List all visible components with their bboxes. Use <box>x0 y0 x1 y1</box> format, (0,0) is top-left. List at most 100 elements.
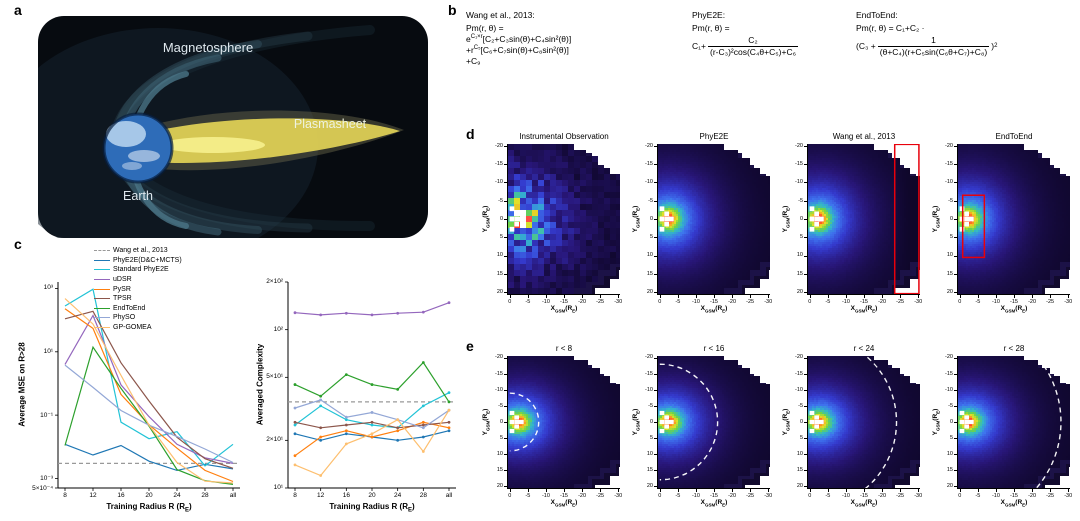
axis-label-part: GSM <box>485 217 491 228</box>
y-tick-label: 15 <box>796 270 803 277</box>
plasmasheet-label: Plasmasheet <box>294 117 367 131</box>
y-tick-mark <box>954 255 957 257</box>
axis-label-text: XGSM(RE) <box>701 499 728 507</box>
x-tick-label: -30 <box>614 299 623 305</box>
series-marker <box>319 435 323 439</box>
y-tick-mark <box>504 182 507 184</box>
eq-part: [C₂+C₃sin(θ)+C₄sin²(θ)] <box>482 34 572 45</box>
series-physo <box>64 364 234 464</box>
panel-label-b: b <box>448 2 457 18</box>
x-axis-label: XGSM(RE) <box>658 499 770 507</box>
series-marker <box>447 429 451 433</box>
y-tick-mark <box>804 470 807 472</box>
x-axis-spine <box>807 488 920 489</box>
series-marker <box>421 361 425 364</box>
x-axis-label: XGSM(RE) <box>508 499 620 507</box>
panel-label-d: d <box>466 126 475 142</box>
legend-label: PySR <box>113 285 131 293</box>
y-tick-label: 20 <box>796 483 803 490</box>
axis-label-part: X <box>1000 305 1006 312</box>
y-tick-mark <box>804 357 807 359</box>
x-axis-label-part: ) <box>412 502 415 511</box>
series-marker <box>319 313 323 317</box>
series-marker <box>421 420 425 424</box>
axis-label-part: ) <box>575 499 578 506</box>
plasmasheet-core <box>161 137 265 153</box>
equation-endtoend: EndToEnd: Pm(r, θ) = C₁+C₂ · (C₃ + 1 (θ+… <box>856 10 997 58</box>
y-tick-label: -5 <box>798 197 803 204</box>
series-gp-gomea <box>64 298 234 484</box>
legend-label: GP-GOMEA <box>113 324 152 332</box>
equation-title: PhyE2E: <box>692 10 726 20</box>
x-tick-mark <box>714 489 715 492</box>
x-tick-mark <box>1068 295 1070 298</box>
y-tick-label: -5 <box>948 402 953 409</box>
x-tick-label: -5 <box>675 299 681 305</box>
heatmap-canvas <box>658 144 770 294</box>
heatmap-row-d: Instrumental Observation -20 -15 -10 -5 0 5 10 1… <box>478 132 1080 332</box>
y-tick-label: 10² <box>273 325 283 333</box>
x-tick-mark <box>714 295 715 298</box>
x-tick-mark <box>618 295 620 298</box>
series-marker <box>319 438 323 442</box>
x-axis-spine <box>507 488 620 489</box>
series-marker <box>370 411 374 414</box>
axis-label-part: Y <box>782 430 789 436</box>
x-tick-mark <box>768 295 770 298</box>
y-tick-mark <box>504 389 507 391</box>
series-marker <box>344 432 348 436</box>
series-marker <box>293 463 297 467</box>
y-tick-mark <box>804 373 807 375</box>
x-axis-label-part: ) <box>189 502 192 511</box>
series-marker <box>396 438 400 442</box>
axis-label-part: (R <box>932 413 939 421</box>
x-axis-label: Training Radius R (RE) <box>288 502 456 514</box>
y-tick-label: 5 <box>649 434 653 441</box>
y-tick-mark <box>804 273 807 275</box>
axis-label-part: E <box>785 410 791 414</box>
axis-label-part: E <box>872 502 876 508</box>
x-tick-label: 0 <box>508 493 512 499</box>
x-axis-spine <box>957 488 1070 489</box>
y-tick-label: 10 <box>496 252 503 259</box>
x-tick-label: 8 <box>63 492 67 499</box>
series-marker <box>344 311 348 315</box>
legend-swatch <box>94 250 110 252</box>
series-marker <box>421 426 425 430</box>
x-tick-label: 24 <box>173 492 181 499</box>
series-marker <box>396 418 400 422</box>
x-tick-label: -15 <box>860 493 868 499</box>
heatmap-title: r < 24 <box>853 344 875 353</box>
x-tick-label: 0 <box>808 493 812 499</box>
heatmap-subplot: Instrumental Observation -20 -15 -10 -5 0 5 10 1… <box>478 132 628 320</box>
axis-label-part: GSM <box>555 502 566 508</box>
y-tick-mark <box>654 219 657 220</box>
x-axis-spine <box>957 294 1070 295</box>
y-tick-label: -10 <box>495 179 503 186</box>
y-axis-label: YGSM(RE) <box>482 144 490 294</box>
series-marker <box>293 383 297 386</box>
x-tick-label: -25 <box>896 493 905 499</box>
y-tick-mark <box>504 357 507 359</box>
y-tick-label: -20 <box>495 354 503 361</box>
y-tick-mark <box>654 292 657 294</box>
axis-label-part: E <box>485 410 491 414</box>
equation-line: Pm(r, θ) = <box>692 23 730 34</box>
heatmap-subplot: Wang et al., 2013 -20 -15 -10 -5 0 5 10 15 20 0 -5 -… <box>778 132 928 320</box>
equation-line: C₁+ C₂ (r-C₃)²cos(C₄θ+C₅)+C₆ <box>692 35 800 58</box>
y-tick-mark <box>954 182 957 184</box>
x-tick-mark <box>600 489 602 492</box>
eq-fraction: 1 (θ+C₄)(r+C₅sin(C₆θ+C₇)+C₈) <box>877 35 990 58</box>
x-tick-label: -30 <box>1064 299 1073 305</box>
legend-label: Wang et al., 2013 <box>113 247 168 255</box>
y-tick-mark <box>804 454 807 456</box>
eq-numerator: C₂ <box>748 35 758 46</box>
x-tick-label: 8 <box>293 492 297 499</box>
legend-swatch <box>94 327 110 329</box>
y-tick-mark <box>804 292 807 294</box>
y-tick-label: 2×10¹ <box>266 436 283 444</box>
x-tick-mark <box>618 489 620 492</box>
y-tick-label: -5 <box>498 197 503 204</box>
y-tick-mark <box>654 255 657 257</box>
legend-swatch <box>94 269 110 271</box>
